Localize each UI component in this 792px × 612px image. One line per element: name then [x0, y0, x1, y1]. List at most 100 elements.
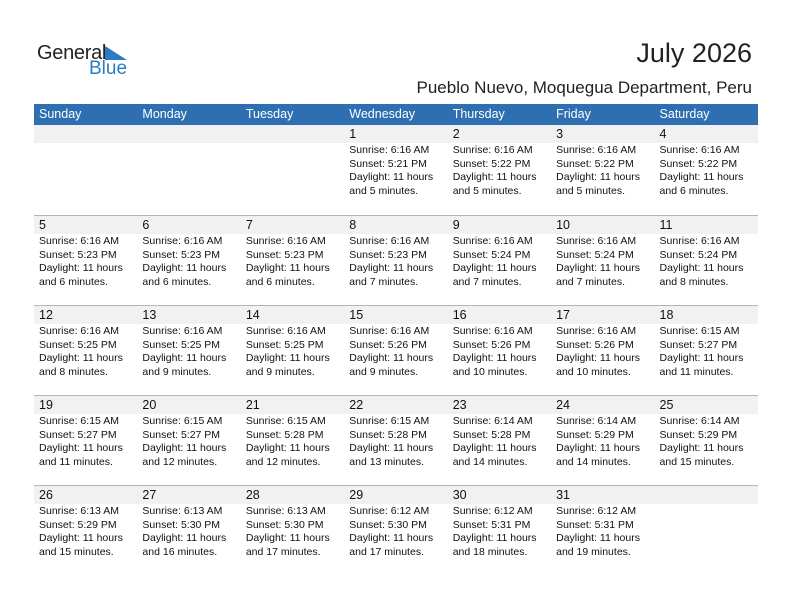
minutes-text: and 17 minutes.	[349, 545, 424, 558]
minutes-text: and 14 minutes.	[556, 455, 631, 468]
daylight-text: Daylight: 11 hours	[39, 532, 123, 544]
day-cell: 9 Sunrise: 6:16 AM Sunset: 5:24 PM Daylight…	[447, 216, 552, 305]
day-number: 17	[551, 306, 655, 324]
day-number: 26	[34, 486, 138, 504]
day-number: 6	[137, 216, 241, 234]
sunset-text: Sunset: 5:23 PM	[142, 248, 221, 261]
day-number: 18	[654, 306, 758, 324]
daylight-text: Daylight: 11 hours	[452, 262, 537, 274]
day-cell: 24 Sunrise: 6:14 AM Sunset: 5:29 PM Dayligh…	[551, 396, 655, 485]
daylight-text: Daylight: 11 hours	[659, 262, 744, 274]
day-cell: 4 Sunrise: 6:16 AM Sunset: 5:22 PM Daylight…	[654, 125, 758, 215]
sunset-text: Sunset: 5:22 PM	[556, 157, 634, 170]
day-cell: 23 Sunrise: 6:14 AM Sunset: 5:28 PM Dayligh…	[447, 396, 552, 485]
day-number: 30	[447, 486, 552, 504]
sunrise-text: Sunrise: 6:16 AM	[349, 144, 430, 156]
sunset-text: Sunset: 5:25 PM	[142, 338, 221, 351]
logo-text-general: General	[37, 42, 107, 64]
day-info: Sunrise: 6:16 AM Sunset: 5:23 PM Daylight:…	[241, 234, 344, 289]
minutes-text: and 12 minutes.	[245, 455, 321, 468]
sunset-text: Sunset: 5:27 PM	[659, 338, 738, 351]
daylight-text: Daylight: 11 hours	[556, 532, 640, 544]
day-number: 14	[240, 306, 345, 324]
minutes-text: and 5 minutes.	[452, 184, 522, 197]
sunset-text: Sunset: 5:29 PM	[659, 428, 738, 441]
sunrise-text: Sunrise: 6:15 AM	[245, 415, 326, 427]
day-number: 7	[240, 216, 345, 234]
day-cell: 8 Sunrise: 6:16 AM Sunset: 5:23 PM Daylight…	[344, 216, 448, 305]
week-row: 26 Sunrise: 6:13 AM Sunset: 5:29 PM Dayligh…	[34, 485, 758, 575]
sunset-text: Sunset: 5:25 PM	[245, 338, 324, 351]
day-cell: 7 Sunrise: 6:16 AM Sunset: 5:23 PM Daylight…	[240, 216, 345, 305]
weekday-monday: Monday	[142, 107, 187, 121]
day-number: 29	[344, 486, 448, 504]
day-cell: 6 Sunrise: 6:16 AM Sunset: 5:23 PM Daylight…	[137, 216, 241, 305]
sunset-text: Sunset: 5:23 PM	[245, 248, 324, 261]
day-info: Sunrise: 6:16 AM Sunset: 5:25 PM Daylight:…	[241, 324, 344, 379]
sunrise-text: Sunrise: 6:14 AM	[556, 415, 637, 427]
daylight-text: Daylight: 11 hours	[659, 442, 744, 454]
sunset-text: Sunset: 5:21 PM	[349, 157, 427, 170]
day-cell: 25 Sunrise: 6:14 AM Sunset: 5:29 PM Dayligh…	[654, 396, 758, 485]
day-info: Sunrise: 6:15 AM Sunset: 5:27 PM Daylight:…	[137, 414, 240, 469]
minutes-text: and 8 minutes.	[659, 275, 729, 288]
daylight-text: Daylight: 11 hours	[142, 532, 227, 544]
sunrise-text: Sunrise: 6:14 AM	[659, 415, 740, 427]
daylight-text: Daylight: 11 hours	[245, 262, 330, 274]
sunrise-text: Sunrise: 6:12 AM	[452, 505, 533, 517]
day-info: Sunrise: 6:13 AM Sunset: 5:29 PM Daylight:…	[34, 504, 137, 559]
daylight-text: Daylight: 11 hours	[556, 262, 640, 274]
day-number: 12	[34, 306, 138, 324]
daylight-text: Daylight: 11 hours	[556, 352, 640, 364]
minutes-text: and 15 minutes.	[39, 545, 114, 558]
sunrise-text: Sunrise: 6:16 AM	[556, 325, 637, 337]
day-info: Sunrise: 6:16 AM Sunset: 5:26 PM Daylight:…	[448, 324, 551, 379]
sunrise-text: Sunrise: 6:13 AM	[142, 505, 223, 517]
day-cell: 22 Sunrise: 6:15 AM Sunset: 5:28 PM Dayligh…	[344, 396, 448, 485]
minutes-text: and 6 minutes.	[245, 275, 315, 288]
day-cell: 27 Sunrise: 6:13 AM Sunset: 5:30 PM Dayligh…	[137, 486, 241, 575]
day-number: 5	[34, 216, 138, 234]
sunset-text: Sunset: 5:29 PM	[556, 428, 634, 441]
daylight-text: Daylight: 11 hours	[349, 262, 434, 274]
weekday-thursday: Thursday	[452, 107, 505, 121]
weekday-header: Sunday Monday Tuesday Wednesday Thursday Frid…	[34, 104, 758, 125]
daylight-text: Daylight: 11 hours	[349, 171, 434, 183]
page-title: July 2026	[636, 38, 752, 68]
daylight-text: Daylight: 11 hours	[556, 171, 640, 183]
sunrise-text: Sunrise: 6:12 AM	[556, 505, 637, 517]
day-info: Sunrise: 6:15 AM Sunset: 5:28 PM Daylight:…	[241, 414, 344, 469]
sunrise-text: Sunrise: 6:16 AM	[659, 235, 740, 247]
day-cell: 11 Sunrise: 6:16 AM Sunset: 5:24 PM Dayligh…	[654, 216, 758, 305]
minutes-text: and 13 minutes.	[349, 455, 424, 468]
daylight-text: Daylight: 11 hours	[142, 442, 227, 454]
logo-triangle-icon	[105, 46, 127, 60]
sunrise-text: Sunrise: 6:14 AM	[452, 415, 533, 427]
minutes-text: and 5 minutes.	[349, 184, 419, 197]
day-cell: 13 Sunrise: 6:16 AM Sunset: 5:25 PM Dayligh…	[137, 306, 241, 395]
day-number: 9	[447, 216, 552, 234]
daylight-text: Daylight: 11 hours	[349, 532, 434, 544]
sunset-text: Sunset: 5:31 PM	[556, 518, 634, 531]
minutes-text: and 19 minutes.	[556, 545, 631, 558]
daylight-text: Daylight: 11 hours	[452, 171, 537, 183]
day-cell: 30 Sunrise: 6:12 AM Sunset: 5:31 PM Dayligh…	[447, 486, 552, 575]
sunrise-text: Sunrise: 6:16 AM	[142, 325, 223, 337]
sunset-text: Sunset: 5:28 PM	[245, 428, 324, 441]
day-number: 20	[137, 396, 241, 414]
sunset-text: Sunset: 5:26 PM	[452, 338, 531, 351]
week-row: 1 Sunrise: 6:16 AM Sunset: 5:21 PM Daylight…	[34, 125, 758, 215]
day-number: 27	[137, 486, 241, 504]
day-number: 31	[551, 486, 655, 504]
day-cell: 14 Sunrise: 6:16 AM Sunset: 5:25 PM Dayligh…	[240, 306, 345, 395]
sunset-text: Sunset: 5:27 PM	[142, 428, 221, 441]
weekday-friday: Friday	[556, 107, 591, 121]
day-info: Sunrise: 6:16 AM Sunset: 5:23 PM Daylight:…	[344, 234, 447, 289]
sunrise-text: Sunrise: 6:16 AM	[245, 325, 326, 337]
sunset-text: Sunset: 5:26 PM	[349, 338, 427, 351]
empty-cell	[240, 125, 345, 215]
day-info: Sunrise: 6:12 AM Sunset: 5:31 PM Daylight:…	[448, 504, 551, 559]
day-info: Sunrise: 6:14 AM Sunset: 5:29 PM Daylight:…	[655, 414, 758, 469]
sunset-text: Sunset: 5:29 PM	[39, 518, 117, 531]
day-info: Sunrise: 6:16 AM Sunset: 5:25 PM Daylight:…	[137, 324, 240, 379]
